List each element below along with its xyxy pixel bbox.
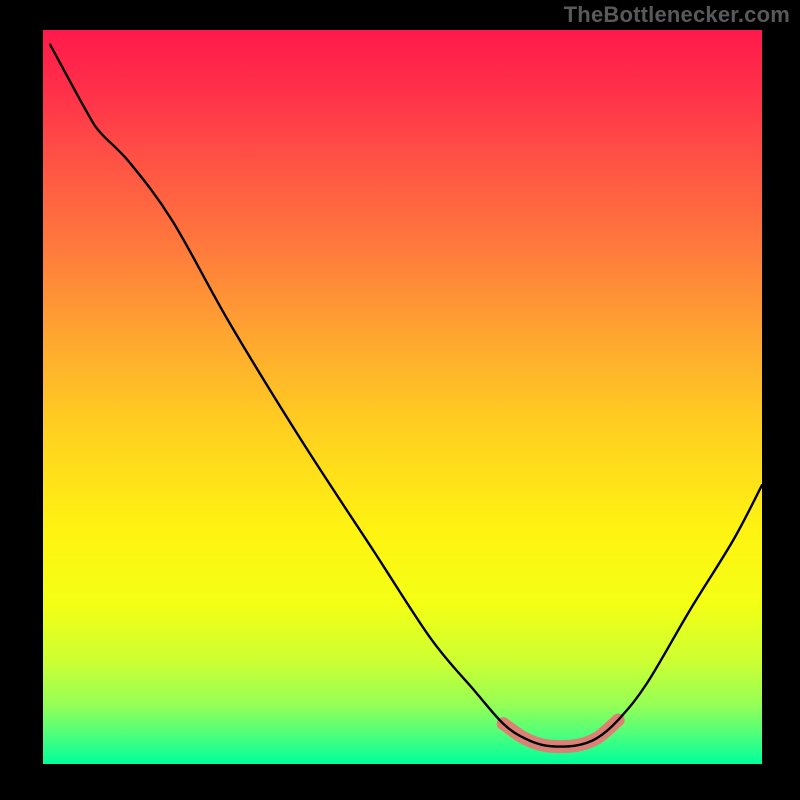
chart-container: TheBottlenecker.com (0, 0, 800, 800)
plot-background (43, 30, 762, 764)
bottleneck-chart (0, 0, 800, 800)
watermark-text: TheBottlenecker.com (564, 2, 790, 28)
